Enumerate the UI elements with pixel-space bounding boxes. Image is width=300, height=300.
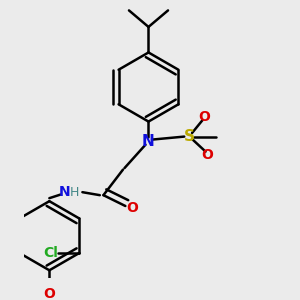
Text: O: O <box>126 201 138 215</box>
Text: O: O <box>44 287 55 300</box>
Text: N: N <box>142 134 155 148</box>
Text: Cl: Cl <box>43 246 58 260</box>
Text: H: H <box>70 186 80 199</box>
Text: S: S <box>184 129 195 144</box>
Text: O: O <box>201 148 213 162</box>
Text: N: N <box>58 185 70 199</box>
Text: O: O <box>198 110 210 124</box>
